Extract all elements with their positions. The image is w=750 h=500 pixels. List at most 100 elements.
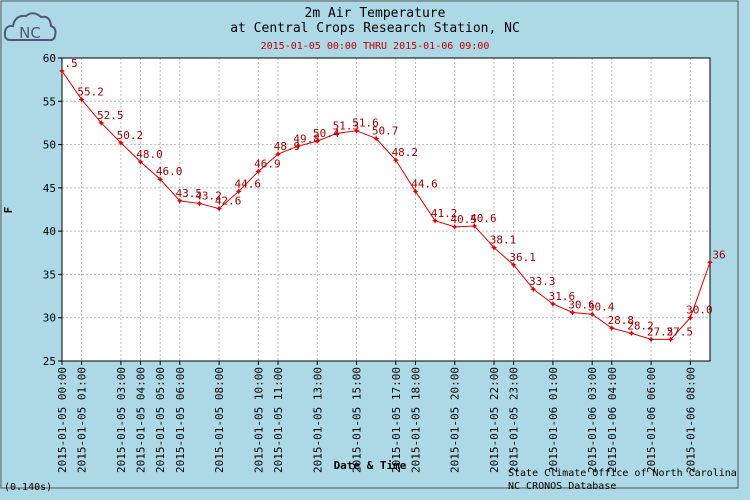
- data-label: 44.6: [234, 177, 261, 190]
- elapsed-time: (0.140s): [4, 482, 52, 493]
- data-label: 48.0: [136, 148, 163, 161]
- x-axis-label: Date & Time: [334, 459, 407, 472]
- point: [412, 188, 419, 195]
- data-label: .5: [64, 57, 77, 70]
- data-label: 27.5: [666, 325, 693, 338]
- point: [117, 139, 124, 146]
- data-label: 44.6: [411, 177, 438, 190]
- point: [98, 119, 105, 126]
- data-label: 27.5: [647, 325, 674, 338]
- y-tick-label: 50: [43, 139, 56, 152]
- line: [62, 70, 710, 340]
- point: [78, 96, 85, 103]
- data-label: 40.5: [450, 213, 477, 226]
- x-tick-label: 2015-01-05 17:00: [390, 367, 403, 473]
- y-tick-label: 40: [43, 225, 56, 238]
- x-tick-label: 2015-01-05 10:00: [252, 367, 265, 473]
- data-label: 30.6: [568, 299, 595, 312]
- frame: [0, 0, 739, 489]
- x-tick-label: 2015-01-06 01:00: [547, 367, 560, 473]
- point: [569, 309, 576, 316]
- data-label: 36: [712, 248, 725, 261]
- point: [373, 135, 380, 142]
- y-tick-label: 55: [43, 95, 56, 108]
- x-tick-label: 2015-01-05 11:00: [272, 367, 285, 473]
- data-label: 51.6: [352, 117, 379, 130]
- point: [687, 314, 694, 321]
- chart-title: 2m Air Temperature: [305, 6, 446, 21]
- data-label: 43.2: [195, 189, 222, 202]
- data-label: 50.2: [117, 129, 144, 142]
- data-label: 50.4: [313, 127, 340, 140]
- point: [333, 130, 340, 137]
- x-tick-label: 2015-01-05 03:00: [115, 367, 128, 473]
- data-label: 30.4: [588, 300, 615, 313]
- x-tick-label: 2015-01-05 01:00: [76, 367, 89, 473]
- x-tick-label: 2015-01-05 18:00: [409, 367, 422, 473]
- point: [255, 168, 262, 175]
- chart-title: at Central Crops Research Station, NC: [230, 21, 520, 36]
- point: [59, 67, 65, 74]
- data-label: 28.2: [627, 319, 654, 332]
- credit: State Climate Office of North Carolina: [508, 468, 737, 479]
- x-tick-label: 2015-01-05 00:00: [56, 367, 69, 473]
- x-tick-label: 2015-01-06 03:00: [586, 367, 599, 473]
- data-label: 46.9: [254, 157, 281, 170]
- x-tick-label: 2015-01-05 06:00: [174, 367, 187, 473]
- data-label: 41.2: [431, 207, 458, 220]
- point: [235, 188, 242, 195]
- x-tick-label: 2015-01-05 05:00: [154, 367, 167, 473]
- data-label: 28.8: [608, 314, 635, 327]
- point: [137, 158, 144, 165]
- data-label: 38.1: [490, 234, 517, 247]
- plot-area: [62, 58, 710, 361]
- point: [628, 330, 635, 337]
- data-label: 52.5: [97, 109, 124, 122]
- logo: NC: [3, 12, 57, 42]
- point: [157, 176, 164, 183]
- point: [196, 200, 203, 207]
- data-label: 31.6: [549, 290, 576, 303]
- x-tick-label: 2015-01-05 08:00: [213, 367, 226, 473]
- point: [176, 197, 183, 204]
- data-label: 51.3: [333, 119, 360, 132]
- point: [216, 205, 223, 212]
- logo-text: NC: [19, 24, 41, 42]
- data-label: 36.1: [509, 251, 536, 264]
- point: [648, 336, 655, 343]
- point: [432, 217, 439, 224]
- plot-border: [61, 57, 711, 362]
- data-label: 50.7: [372, 125, 399, 138]
- chart-subtitle: 2015-01-05 00:00 THRU 2015-01-06 09:00: [261, 41, 490, 52]
- y-tick-label: 30: [43, 312, 56, 325]
- point: [294, 143, 301, 150]
- point: [353, 127, 360, 134]
- point: [275, 151, 281, 158]
- data-label: 48.9: [274, 140, 301, 153]
- data-label: 30.0: [686, 304, 713, 317]
- point: [707, 259, 713, 266]
- y-tick-label: 35: [43, 268, 56, 281]
- data-label: 55.2: [77, 86, 104, 99]
- x-tick-label: 2015-01-06 08:00: [684, 367, 697, 473]
- y-tick-label: 45: [43, 182, 56, 195]
- y-axis-label: F: [2, 207, 15, 214]
- x-tick-label: 2015-01-05 20:00: [449, 367, 462, 473]
- point: [471, 222, 478, 229]
- x-tick-label: 2015-01-05 13:00: [311, 367, 324, 473]
- point: [491, 244, 497, 251]
- x-tick-label: 2015-01-06 04:00: [606, 367, 619, 473]
- x-tick-label: 2015-01-06 06:00: [645, 367, 658, 473]
- point: [608, 325, 615, 332]
- x-tick-label: 2015-01-05 15:00: [351, 367, 364, 473]
- point: [314, 138, 321, 145]
- x-tick-label: 2015-01-05 22:00: [488, 367, 501, 473]
- data-label: 49.8: [293, 132, 320, 145]
- point: [510, 261, 517, 268]
- x-tick-label: 2015-01-05 04:00: [135, 367, 148, 473]
- point: [451, 223, 458, 230]
- data-label: 42.6: [215, 195, 242, 208]
- data-label: 33.3: [529, 275, 556, 288]
- point: [667, 336, 674, 343]
